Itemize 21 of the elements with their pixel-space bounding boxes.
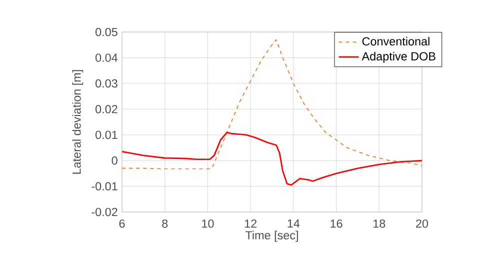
x-tick-label: 18 [374, 219, 386, 228]
y-tick-label: 0.02 [96, 104, 118, 114]
line-series [122, 132, 422, 186]
legend-label: Conventional [362, 36, 430, 46]
x-tick-label: 6 [119, 219, 125, 228]
x-tick-label: 20 [416, 219, 428, 228]
y-tick-label: 0.03 [96, 79, 118, 88]
y-tick-label: -0.01 [92, 182, 118, 190]
x-tick-label: 16 [330, 219, 342, 228]
legend-label: Adaptive DOB [362, 52, 436, 63]
x-tick-label: 14 [288, 219, 300, 228]
x-tick-label: 8 [162, 219, 168, 228]
x-tick-label: 12 [244, 219, 257, 228]
y-axis-title: Lateral deviation [m] [72, 70, 84, 174]
x-tick-label: 10 [202, 219, 214, 228]
y-tick-label: 0.01 [96, 130, 118, 139]
y-tick-label: -0.02 [92, 208, 118, 216]
y-tick-label: 0.04 [96, 54, 118, 62]
y-tick-label: 0 [112, 156, 118, 165]
y-tick-label: 0.05 [96, 28, 118, 36]
x-axis-title: Time [sec] [245, 230, 298, 242]
